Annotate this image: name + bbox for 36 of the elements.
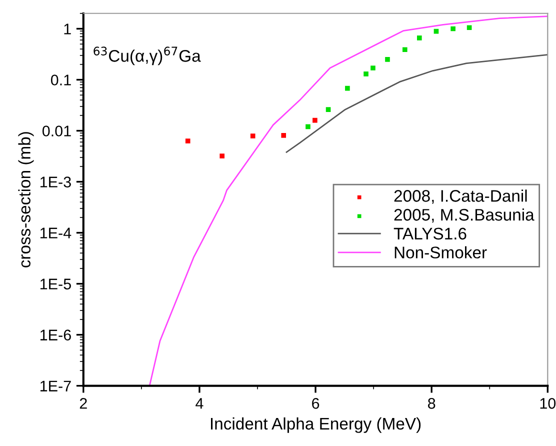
y-axis-title: cross-section (mb) [18, 132, 34, 268]
point [402, 47, 408, 52]
point [326, 107, 331, 112]
y-tick-label: 1E-6 [40, 330, 71, 340]
legend-label: TALYS1.6 [394, 228, 466, 240]
x-tick-label: 2 [80, 398, 87, 409]
x-tick-label: 6 [312, 398, 320, 409]
point [185, 138, 190, 144]
point [250, 134, 256, 138]
legend-label: 2005, M.S.Basunia [394, 208, 534, 223]
x-tick-label: 4 [196, 398, 204, 409]
x-axis-title: Incident Alpha Energy (MeV) [211, 417, 421, 433]
annotation: $^{63}$Cu(α,γ)$^{67}$Ga [94, 46, 201, 66]
point [281, 133, 286, 138]
y-tick-label: 1E-4 [40, 228, 72, 238]
point [417, 36, 422, 40]
point [466, 25, 472, 30]
legend-label: 2008, I.Cata-Danil [394, 190, 527, 204]
point [370, 66, 376, 70]
y-tick-label: 1E-5 [40, 278, 71, 290]
point [312, 118, 318, 123]
point [306, 124, 310, 130]
point [364, 72, 368, 76]
point [345, 86, 350, 91]
x-tick-label: 10 [540, 398, 556, 409]
y-tick-label: 1E-7 [40, 380, 71, 392]
y-tick-label: 1 [64, 24, 71, 34]
legend-label: Non-Smoker [394, 246, 487, 258]
point [385, 57, 390, 62]
y-tick-label: 0.01 [42, 126, 71, 136]
point [220, 154, 225, 158]
line-series [286, 54, 548, 153]
x-tick-label: 8 [428, 398, 436, 409]
y-tick-label: 0.1 [50, 74, 71, 86]
point [450, 26, 456, 32]
y-tick-label: 1E-3 [40, 176, 71, 188]
